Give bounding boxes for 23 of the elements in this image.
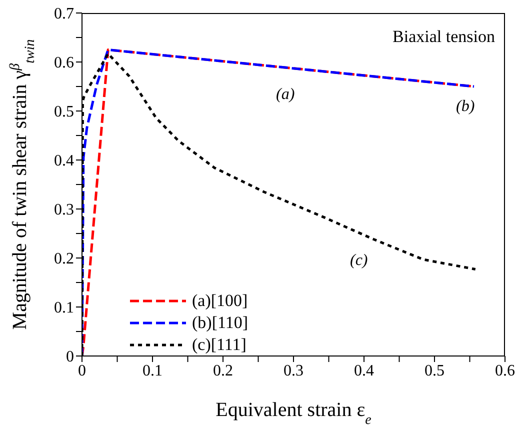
x-tick-label: 0.3 <box>284 362 304 380</box>
y-tick-label: 0.3 <box>54 202 74 219</box>
y-tick-label: 0 <box>66 348 74 366</box>
y-tick-label: 0.1 <box>54 300 74 317</box>
y-tick-label: 0.6 <box>54 54 74 72</box>
annotation: Biaxial tension <box>392 27 495 47</box>
legend-label: (c)[111] <box>192 335 246 355</box>
annotation: (a) <box>276 86 295 104</box>
y-tick-label: 0.7 <box>54 6 74 23</box>
x-tick-label: 0.2 <box>213 362 233 380</box>
x-tick-label: 0 <box>78 362 86 380</box>
x-tick-label: 0.1 <box>142 362 162 380</box>
legend-label: (b)[110] <box>192 313 248 333</box>
legend-label: (a)[100] <box>192 291 248 311</box>
y-tick-label: 0.5 <box>54 104 74 121</box>
annotation: (c) <box>350 252 368 270</box>
y-tick-label: 0.2 <box>54 250 74 268</box>
annotation: (b) <box>456 98 475 116</box>
x-tick-label: 0.6 <box>495 362 515 380</box>
x-tick-label: 0.4 <box>354 362 374 380</box>
y-tick-label: 0.4 <box>54 152 74 170</box>
x-tick-label: 0.5 <box>424 362 444 380</box>
x-axis-title: Equivalent strain ε$_{e}$ <box>216 399 372 428</box>
